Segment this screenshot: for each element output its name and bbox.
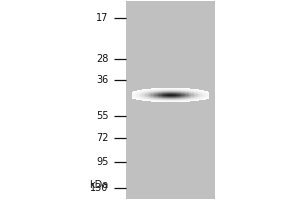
Text: 130: 130 bbox=[90, 183, 108, 193]
Polygon shape bbox=[126, 1, 215, 199]
Text: 55: 55 bbox=[96, 111, 108, 121]
Text: 17: 17 bbox=[96, 13, 108, 23]
Text: 36: 36 bbox=[96, 75, 108, 85]
Text: 72: 72 bbox=[96, 133, 108, 143]
Text: 28: 28 bbox=[96, 54, 108, 64]
Text: kDa: kDa bbox=[89, 180, 108, 190]
Text: 95: 95 bbox=[96, 157, 108, 167]
